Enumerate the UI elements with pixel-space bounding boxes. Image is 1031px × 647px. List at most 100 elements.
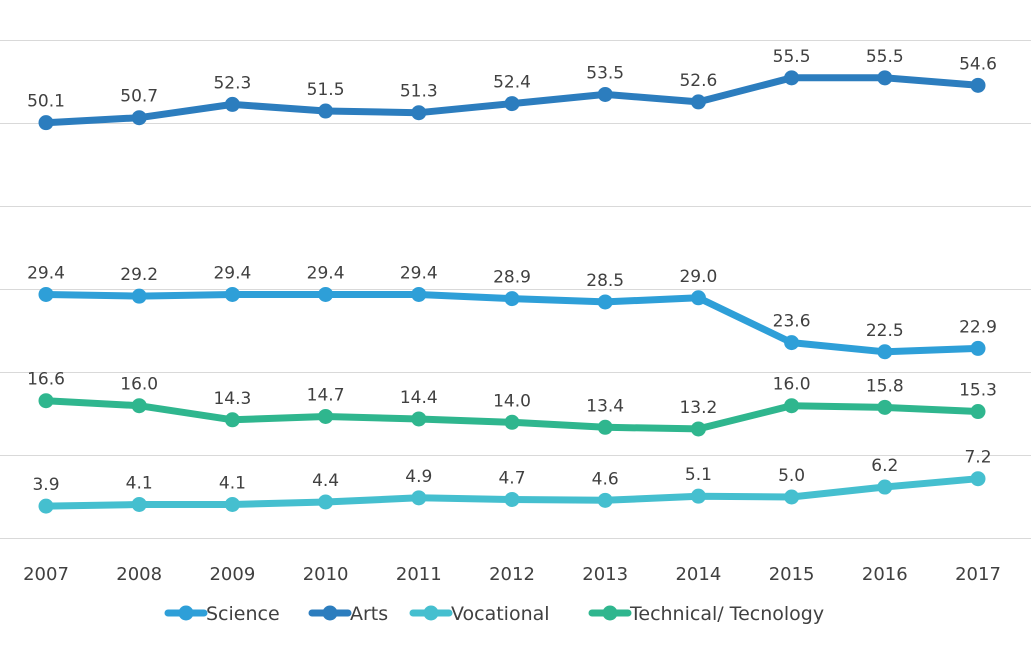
data-label-science: 29.4 xyxy=(27,263,65,283)
data-point-science xyxy=(131,288,147,304)
data-point-arts xyxy=(38,115,54,131)
data-label-vocational: 4.7 xyxy=(498,468,525,488)
data-point-vocational xyxy=(784,489,800,505)
data-point-technical-tecnology xyxy=(224,412,240,428)
x-tick-label: 2017 xyxy=(955,564,1001,585)
data-label-technical-tecnology: 13.2 xyxy=(679,398,717,418)
data-label-vocational: 4.1 xyxy=(126,473,153,493)
legend-marker-technical-tecnology xyxy=(602,605,618,621)
data-label-arts: 52.6 xyxy=(679,71,717,91)
data-label-technical-tecnology: 14.3 xyxy=(213,389,251,409)
data-label-science: 29.0 xyxy=(679,267,717,287)
data-point-arts xyxy=(877,70,893,86)
data-point-science xyxy=(504,291,520,307)
data-label-technical-tecnology: 16.0 xyxy=(120,375,158,395)
data-point-science xyxy=(597,294,613,310)
data-label-technical-tecnology: 16.6 xyxy=(27,370,65,390)
legend-marker-arts xyxy=(322,605,338,621)
x-tick-label: 2015 xyxy=(769,564,815,585)
x-tick-label: 2009 xyxy=(209,564,255,585)
data-label-vocational: 6.2 xyxy=(871,456,898,476)
data-label-arts: 55.5 xyxy=(866,47,904,67)
data-point-arts xyxy=(224,96,240,112)
data-label-arts: 54.6 xyxy=(959,54,997,74)
data-point-technical-tecnology xyxy=(131,398,147,414)
data-labels: 29.4 29.2 29.4 29.4 29.4 28.9 28.5 29.0 23.6 22.5… xyxy=(27,47,997,495)
data-label-arts: 52.3 xyxy=(213,73,251,93)
data-point-technical-tecnology xyxy=(877,399,893,415)
data-label-vocational: 5.1 xyxy=(685,465,712,485)
data-label-science: 28.5 xyxy=(586,271,624,291)
data-label-technical-tecnology: 14.0 xyxy=(493,391,531,411)
data-point-science xyxy=(784,335,800,351)
data-label-science: 29.4 xyxy=(213,263,251,283)
x-tick-label: 2007 xyxy=(23,564,69,585)
data-point-arts xyxy=(504,96,520,112)
data-point-vocational xyxy=(970,471,986,487)
data-label-technical-tecnology: 14.7 xyxy=(307,385,345,405)
data-label-science: 29.4 xyxy=(400,263,438,283)
data-point-arts xyxy=(318,103,334,119)
data-label-science: 29.2 xyxy=(120,265,158,285)
data-label-vocational: 3.9 xyxy=(32,475,59,495)
legend-marker-vocational xyxy=(423,605,439,621)
data-label-technical-tecnology: 15.3 xyxy=(959,381,997,401)
data-point-science xyxy=(970,340,986,356)
legend-label-arts: Arts xyxy=(350,603,388,625)
data-point-technical-tecnology xyxy=(597,419,613,435)
data-label-arts: 55.5 xyxy=(773,47,811,67)
data-point-vocational xyxy=(690,488,706,504)
data-point-technical-tecnology xyxy=(690,421,706,437)
legend-label-vocational: Vocational xyxy=(451,603,550,625)
data-point-science xyxy=(318,286,334,302)
data-label-science: 29.4 xyxy=(307,263,345,283)
x-tick-label: 2013 xyxy=(582,564,628,585)
x-tick-label: 2010 xyxy=(303,564,349,585)
data-point-vocational xyxy=(318,494,334,510)
data-label-arts: 52.4 xyxy=(493,73,531,93)
data-point-arts xyxy=(411,105,427,121)
legend-label-science: Science xyxy=(206,603,280,625)
data-label-technical-tecnology: 14.4 xyxy=(400,388,438,408)
data-point-arts xyxy=(597,86,613,102)
data-point-technical-tecnology xyxy=(411,411,427,427)
data-label-technical-tecnology: 13.4 xyxy=(586,396,624,416)
data-point-vocational xyxy=(877,479,893,495)
data-label-technical-tecnology: 16.0 xyxy=(773,375,811,395)
x-tick-label: 2014 xyxy=(675,564,721,585)
data-label-science: 22.5 xyxy=(866,321,904,341)
data-point-arts xyxy=(784,70,800,86)
data-label-arts: 51.3 xyxy=(400,82,438,102)
gridlines xyxy=(0,40,1031,539)
data-label-vocational: 4.1 xyxy=(219,473,246,493)
data-label-arts: 53.5 xyxy=(586,63,624,83)
data-label-arts: 50.7 xyxy=(120,87,158,107)
data-label-science: 28.9 xyxy=(493,268,531,288)
x-tick-label: 2008 xyxy=(116,564,162,585)
data-point-arts xyxy=(131,110,147,126)
data-point-science xyxy=(411,286,427,302)
series-lines xyxy=(38,70,986,514)
data-point-science xyxy=(690,290,706,306)
legend-marker-science xyxy=(178,605,194,621)
data-point-arts xyxy=(970,77,986,93)
data-point-technical-tecnology xyxy=(970,404,986,420)
data-point-arts xyxy=(690,94,706,110)
data-label-vocational: 4.6 xyxy=(592,469,619,489)
data-label-technical-tecnology: 15.8 xyxy=(866,376,904,396)
data-point-vocational xyxy=(131,496,147,512)
data-label-vocational: 4.4 xyxy=(312,471,339,491)
data-point-vocational xyxy=(224,496,240,512)
x-axis: 2007 2008 2009 2010 2011 2012 2013 2014 2015 2016… xyxy=(23,564,1001,585)
data-label-vocational: 4.9 xyxy=(405,467,432,487)
legend: Science Arts Vocational Technical/ Tecnolog… xyxy=(164,603,824,625)
x-tick-label: 2016 xyxy=(862,564,908,585)
data-label-arts: 51.5 xyxy=(307,80,345,100)
data-point-technical-tecnology xyxy=(318,408,334,424)
data-label-arts: 50.1 xyxy=(27,92,65,112)
data-point-vocational xyxy=(38,498,54,514)
legend-label-technical-tecnology: Technical/ Tecnology xyxy=(629,603,824,625)
data-point-vocational xyxy=(597,492,613,508)
data-label-science: 23.6 xyxy=(773,312,811,332)
